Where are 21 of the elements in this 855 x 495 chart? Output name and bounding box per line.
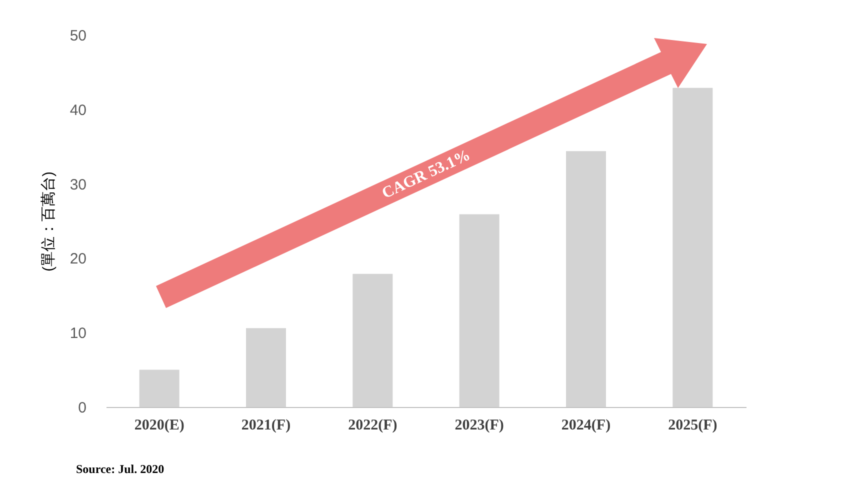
y-tick-label: 50: [70, 28, 86, 44]
y-tick-label: 20: [70, 250, 86, 268]
bar: [566, 151, 606, 407]
bar: [246, 328, 286, 407]
bar: [459, 214, 500, 407]
x-tick-label: 2022(F): [348, 418, 398, 434]
bar: [672, 88, 713, 407]
y-tick-label: 30: [70, 176, 86, 194]
bar: [352, 274, 393, 407]
y-axis-title: (單位：百萬台): [40, 172, 57, 272]
x-tick-label: 2025(F): [668, 418, 718, 434]
y-tick-label: 0: [78, 400, 86, 416]
y-tick-label: 10: [70, 325, 86, 342]
x-tick-label: 2023(F): [454, 418, 504, 434]
bar: [139, 370, 180, 407]
annotation: CAGR 53.1%: [380, 146, 473, 202]
y-tick-label: 40: [70, 102, 86, 119]
x-tick-label: 2020(E): [134, 418, 184, 434]
x-tick-label: 2024(F): [561, 418, 611, 434]
x-tick-label: 2021(F): [241, 418, 291, 434]
source-note: Source: Jul. 2020: [76, 462, 164, 476]
